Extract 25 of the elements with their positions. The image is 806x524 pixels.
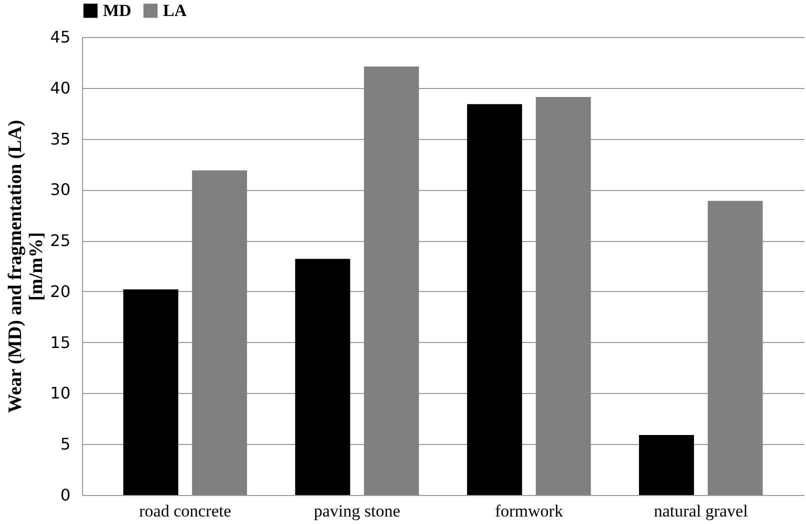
legend-label: MD <box>103 0 132 20</box>
y-tick-label: 40 <box>50 78 70 98</box>
x-tick-label: road concrete <box>139 502 232 520</box>
bar <box>708 200 763 495</box>
bar <box>467 104 522 495</box>
bar <box>123 289 178 495</box>
x-tick-label: natural gravel <box>654 502 748 520</box>
bar <box>536 97 591 495</box>
y-tick-label: 5 <box>60 434 70 454</box>
bar <box>295 258 350 495</box>
y-tick-label: 35 <box>50 129 70 148</box>
bar <box>364 66 419 495</box>
y-tick-label: 10 <box>50 384 70 403</box>
bar <box>192 170 248 495</box>
bar <box>638 434 694 495</box>
x-tick-label: formwork <box>494 502 564 520</box>
y-tick-label: 15 <box>50 332 70 352</box>
y-tick-label: 20 <box>50 282 70 301</box>
y-axis-title: Wear (MD) and fragmentation (LA) [m/m%] <box>5 120 48 414</box>
y-tick-label: 30 <box>50 180 70 200</box>
legend-label: LA <box>163 0 188 20</box>
y-tick-label: 45 <box>50 28 70 46</box>
x-tick-label: paving stone <box>314 502 400 520</box>
y-tick-label: 0 <box>60 486 70 504</box>
y-tick-label: 25 <box>50 231 70 250</box>
